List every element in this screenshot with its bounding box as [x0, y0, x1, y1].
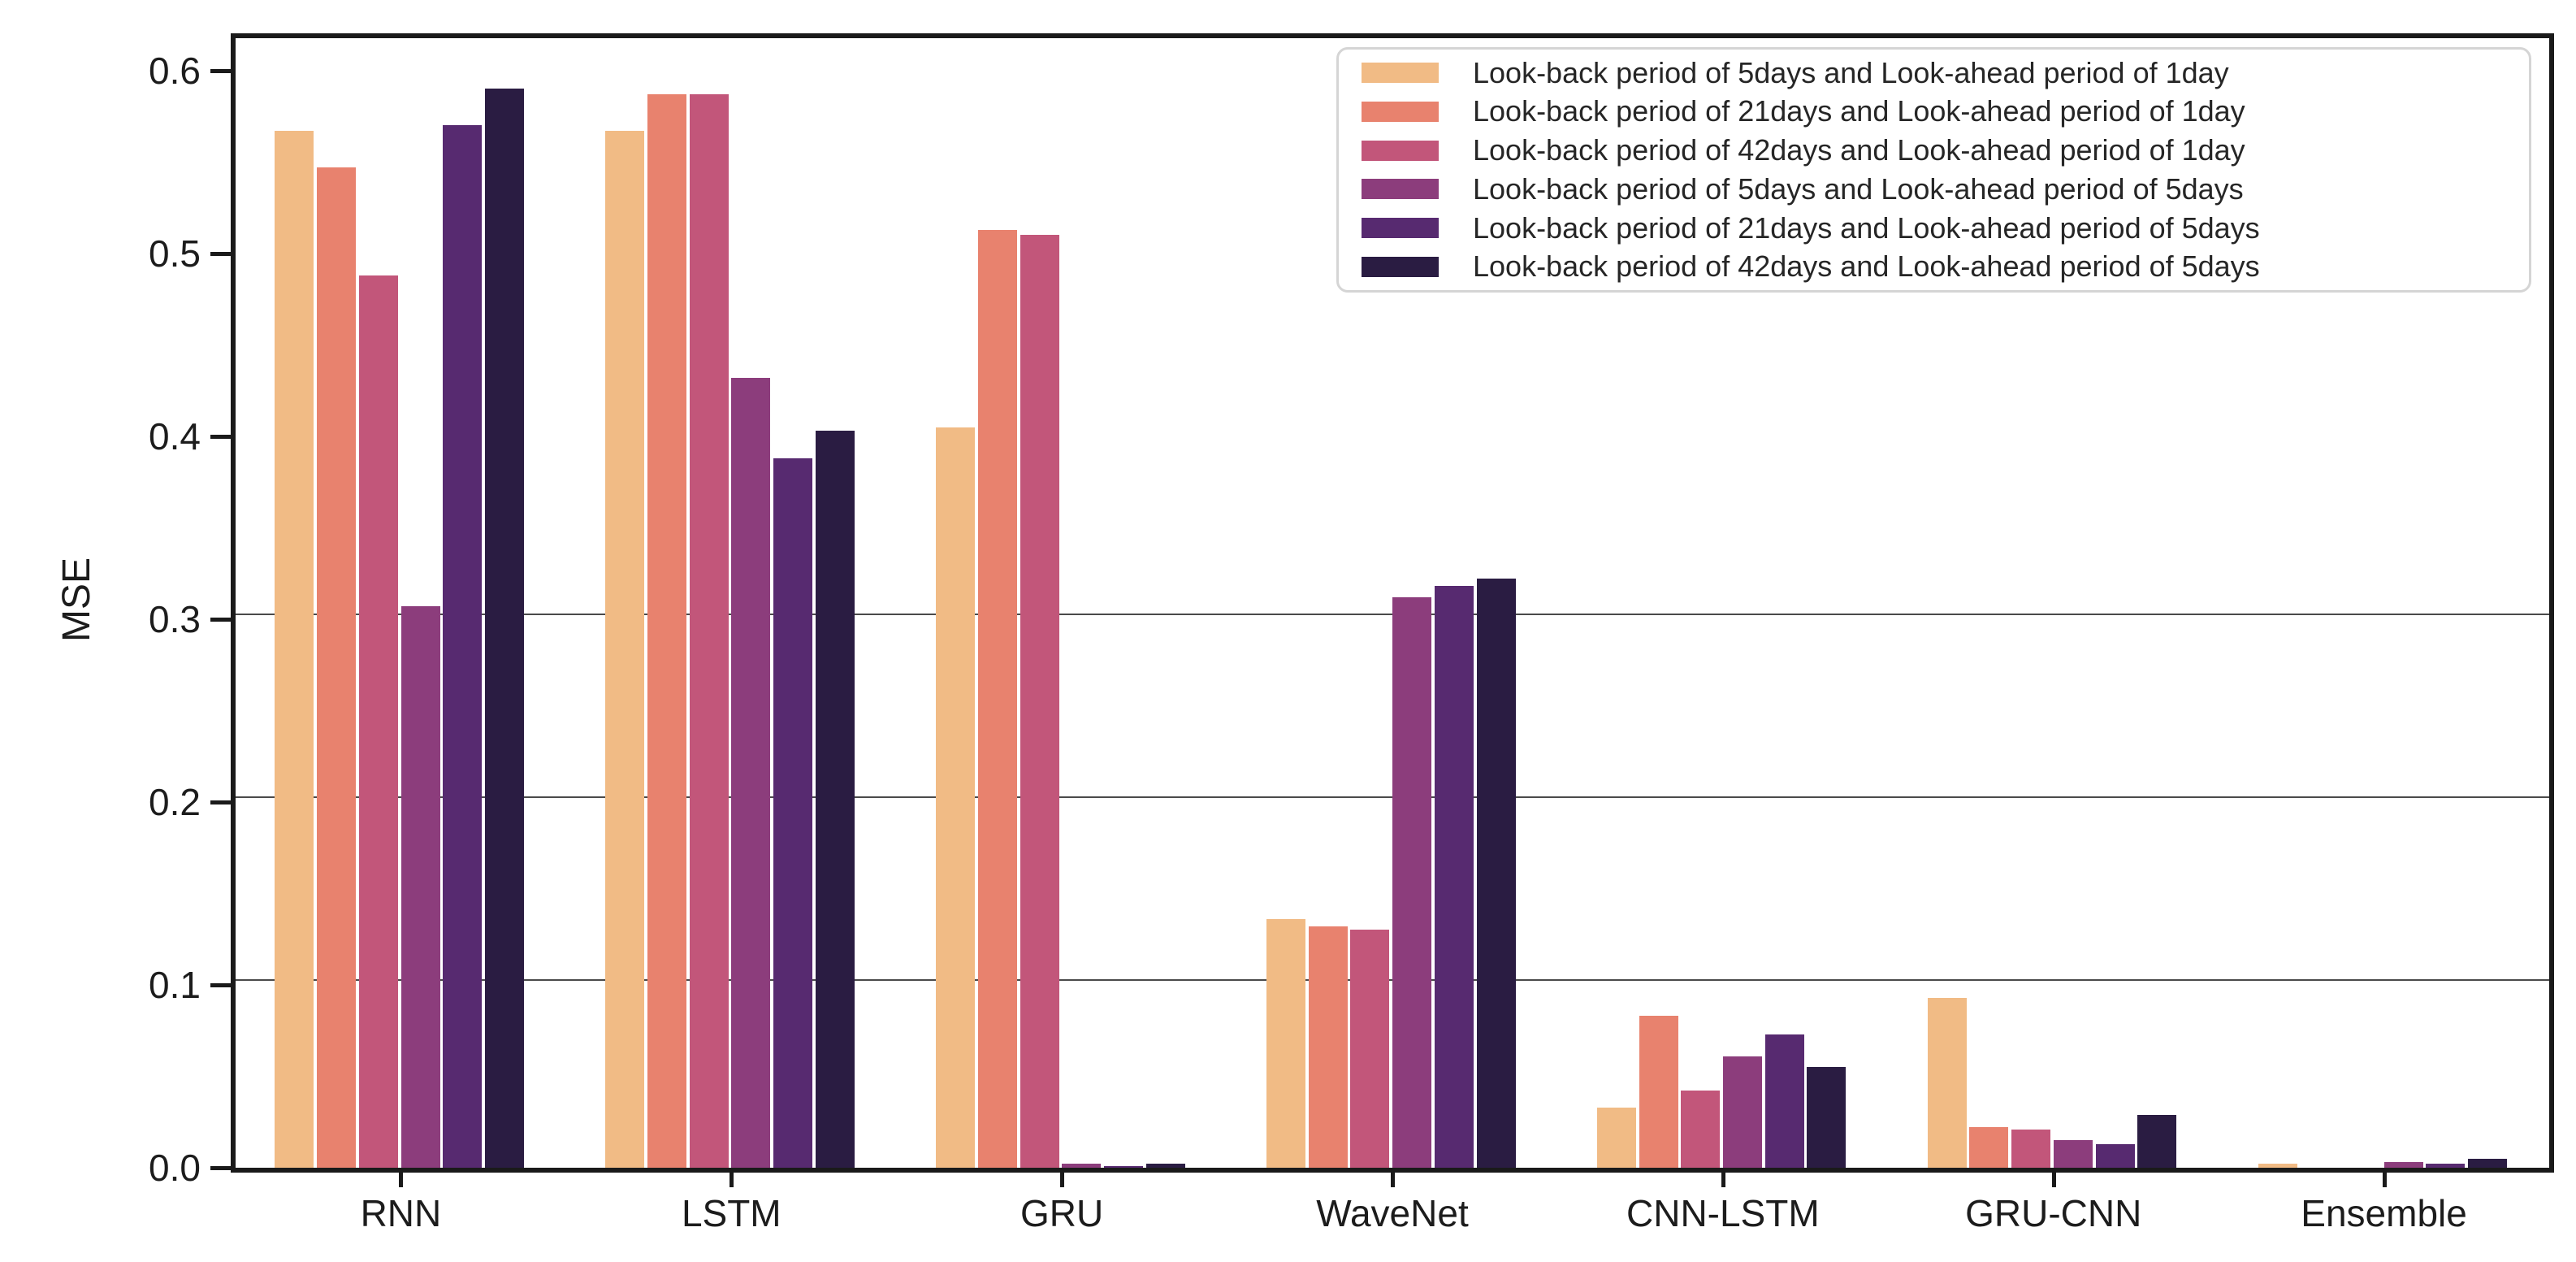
bar-GRU-CNN-series3 — [2011, 1130, 2050, 1168]
bar-WaveNet-series6 — [1477, 579, 1516, 1168]
x-tick-label-Ensemble: Ensemble — [2301, 1192, 2467, 1234]
y-tick-label: 0.5 — [149, 232, 201, 275]
x-tick-LSTM — [730, 1173, 734, 1187]
y-tick-label: 0.4 — [149, 415, 201, 458]
x-tick-CNN-LSTM — [1721, 1173, 1725, 1187]
legend-swatch-icon — [1362, 140, 1439, 161]
legend-item-5: Look-back period of 21days and Look-ahea… — [1339, 210, 2529, 247]
bar-CNN-LSTM-series2 — [1639, 1016, 1678, 1168]
bar-WaveNet-series1 — [1266, 919, 1305, 1168]
bar-LSTM-series1 — [605, 131, 644, 1168]
bar-GRU-CNN-series5 — [2096, 1144, 2135, 1168]
x-tick-label-LSTM: LSTM — [681, 1192, 781, 1234]
y-tick-0.3 — [210, 618, 231, 622]
bar-GRU-series3 — [1020, 235, 1059, 1168]
bar-GRU-series4 — [1062, 1164, 1101, 1168]
y-tick-label: 0.3 — [149, 598, 201, 640]
bar-Ensemble-series5 — [2426, 1164, 2465, 1168]
y-tick-0.2 — [210, 800, 231, 804]
x-tick-RNN — [399, 1173, 404, 1187]
bar-WaveNet-series2 — [1309, 926, 1348, 1168]
legend-label: Look-back period of 42days and Look-ahea… — [1473, 133, 2245, 167]
legend-swatch-icon — [1362, 218, 1439, 239]
x-tick-GRU-CNN — [2051, 1173, 2056, 1187]
bar-CNN-LSTM-series1 — [1597, 1108, 1636, 1168]
legend-item-6: Look-back period of 42days and Look-ahea… — [1339, 248, 2529, 285]
bar-CNN-LSTM-series3 — [1681, 1091, 1720, 1168]
bar-RNN-series5 — [443, 125, 482, 1168]
bar-GRU-series6 — [1146, 1164, 1185, 1168]
legend-swatch-icon — [1362, 63, 1439, 84]
y-tick-0.1 — [210, 983, 231, 987]
legend-label: Look-back period of 5days and Look-ahead… — [1473, 55, 2229, 89]
x-tick-GRU — [1060, 1173, 1065, 1187]
bar-GRU-CNN-series1 — [1928, 998, 1967, 1168]
x-tick-label-RNN: RNN — [360, 1192, 442, 1234]
y-tick-label: 0.6 — [149, 50, 201, 92]
bar-GRU-series2 — [978, 230, 1017, 1168]
legend-label: Look-back period of 21days and Look-ahea… — [1473, 94, 2245, 128]
legend-item-3: Look-back period of 42days and Look-ahea… — [1339, 132, 2529, 169]
bar-CNN-LSTM-series5 — [1765, 1034, 1804, 1168]
bar-Ensemble-series6 — [2468, 1159, 2507, 1168]
bar-GRU-series5 — [1104, 1166, 1143, 1168]
bar-LSTM-series2 — [647, 94, 686, 1168]
legend-label: Look-back period of 5days and Look-ahead… — [1473, 171, 2244, 206]
bar-LSTM-series3 — [690, 94, 729, 1168]
y-tick-0.0 — [210, 1166, 231, 1170]
legend-swatch-icon — [1362, 101, 1439, 122]
bar-RNN-series3 — [359, 275, 398, 1168]
y-tick-0.4 — [210, 435, 231, 439]
bar-RNN-series6 — [485, 89, 524, 1168]
legend-swatch-icon — [1362, 179, 1439, 200]
y-tick-label: 0.1 — [149, 964, 201, 1006]
bar-LSTM-series6 — [816, 431, 855, 1168]
legend-label: Look-back period of 21days and Look-ahea… — [1473, 210, 2260, 245]
bar-CNN-LSTM-series4 — [1723, 1056, 1762, 1168]
y-tick-label: 0.2 — [149, 781, 201, 823]
bar-GRU-CNN-series6 — [2137, 1115, 2176, 1168]
bar-GRU-CNN-series2 — [1969, 1127, 2008, 1168]
x-tick-label-GRU: GRU — [1020, 1192, 1104, 1234]
legend-item-2: Look-back period of 21days and Look-ahea… — [1339, 93, 2529, 130]
bar-LSTM-series4 — [731, 378, 770, 1168]
bar-RNN-series1 — [275, 131, 314, 1168]
y-tick-label: 0.0 — [149, 1147, 201, 1189]
x-tick-Ensemble — [2382, 1173, 2387, 1187]
x-tick-label-WaveNet: WaveNet — [1316, 1192, 1469, 1234]
bar-LSTM-series5 — [773, 458, 812, 1168]
bar-WaveNet-series3 — [1350, 930, 1389, 1168]
x-tick-label-CNN-LSTM: CNN-LSTM — [1626, 1192, 1820, 1234]
legend-swatch-icon — [1362, 256, 1439, 277]
x-tick-WaveNet — [1391, 1173, 1395, 1187]
bar-WaveNet-series5 — [1435, 586, 1474, 1168]
legend-item-4: Look-back period of 5days and Look-ahead… — [1339, 171, 2529, 208]
legend: Look-back period of 5days and Look-ahead… — [1336, 47, 2531, 293]
legend-item-1: Look-back period of 5days and Look-ahead… — [1339, 54, 2529, 92]
bar-Ensemble-series4 — [2384, 1162, 2423, 1168]
x-tick-label-GRU-CNN: GRU-CNN — [1965, 1192, 2142, 1234]
bar-GRU-series1 — [936, 427, 975, 1168]
bar-RNN-series2 — [317, 167, 356, 1168]
bar-GRU-CNN-series4 — [2054, 1140, 2093, 1168]
bar-Ensemble-series1 — [2258, 1164, 2297, 1168]
y-tick-0.6 — [210, 69, 231, 73]
bar-CNN-LSTM-series6 — [1807, 1067, 1846, 1168]
y-tick-0.5 — [210, 252, 231, 256]
bar-WaveNet-series4 — [1392, 597, 1431, 1168]
legend-label: Look-back period of 42days and Look-ahea… — [1473, 249, 2260, 284]
bar-RNN-series4 — [401, 606, 440, 1168]
